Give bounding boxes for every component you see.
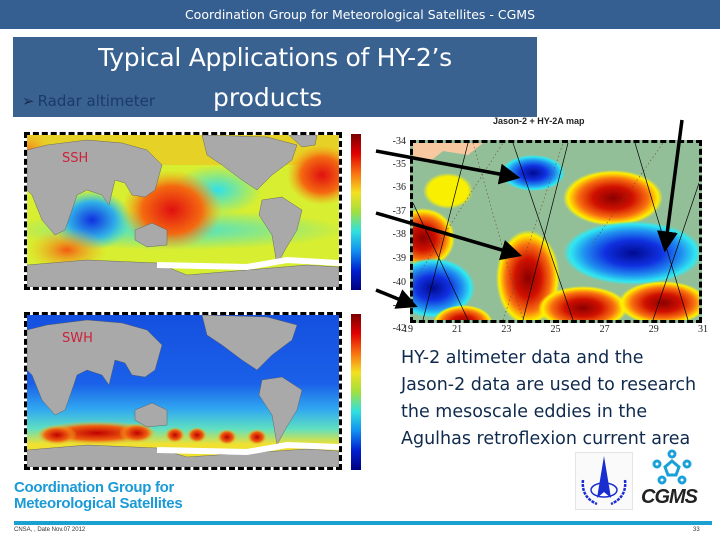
swh-label: SWH bbox=[62, 331, 93, 346]
ssh-field bbox=[27, 135, 339, 287]
y-tick: -35 bbox=[392, 159, 406, 170]
x-tick: 29 bbox=[648, 324, 659, 335]
arrowhead-bullet-icon: ➢ bbox=[22, 92, 35, 110]
x-tick: 19 bbox=[403, 324, 413, 335]
x-tick: 23 bbox=[501, 324, 512, 335]
ssh-map-frame bbox=[24, 132, 342, 290]
swh-map-graphic bbox=[27, 315, 339, 467]
top-banner: Coordination Group for Meteorological Sa… bbox=[0, 0, 720, 29]
slide-title-box: Typical Applications of HY-2’s products bbox=[13, 37, 537, 117]
x-tick: 25 bbox=[550, 324, 561, 335]
swh-world-map: SWH bbox=[14, 306, 364, 474]
cgms-star-logo-icon bbox=[652, 449, 692, 485]
x-tick: 31 bbox=[697, 324, 708, 335]
ssh-map-graphic bbox=[27, 135, 339, 287]
footer-date: CNSA, , Date Nov.07 2012 bbox=[14, 527, 86, 533]
eddy-field-graphic bbox=[413, 143, 699, 320]
ssh-colorbar bbox=[351, 134, 361, 290]
bullet-radar-altimeter: ➢ Radar altimeter bbox=[22, 92, 155, 110]
banner-title: Coordination Group for Meteorological Sa… bbox=[184, 7, 536, 22]
y-tick: -42 bbox=[392, 323, 406, 334]
bullet-text: Radar altimeter bbox=[37, 92, 156, 110]
footer-org-line2: Meteorological Satellites bbox=[14, 495, 183, 512]
ssh-label: SSH bbox=[62, 151, 89, 166]
swh-field bbox=[27, 315, 339, 467]
y-tick: -41 bbox=[392, 300, 406, 311]
y-tick: -34 bbox=[392, 136, 406, 147]
x-tick: 27 bbox=[599, 324, 610, 335]
page-number: 33 bbox=[693, 527, 700, 533]
cnsa-logo-icon bbox=[575, 452, 633, 510]
description-text: HY-2 altimeter data and the Jason-2 data… bbox=[401, 348, 697, 449]
swh-colorbar bbox=[351, 314, 361, 470]
cgms-logo-text: CGMS bbox=[641, 486, 698, 508]
regional-map-title: Jason-2 + HY-2A map bbox=[493, 116, 585, 126]
x-tick: 21 bbox=[452, 324, 463, 335]
regional-y-axis: -34 -35 -36 -37 -38 -39 -40 -41 -42 bbox=[378, 136, 408, 334]
ssh-world-map: SSH bbox=[14, 126, 364, 301]
regional-field bbox=[410, 140, 702, 323]
y-tick: -37 bbox=[392, 206, 406, 217]
y-tick: -36 bbox=[392, 182, 406, 193]
footer-org-name: Coordination Group for Meteorological Sa… bbox=[14, 479, 183, 512]
regional-x-axis: 19 21 23 25 27 29 31 bbox=[403, 324, 708, 335]
y-tick: -40 bbox=[392, 277, 406, 288]
slide-title-line2: products bbox=[213, 83, 323, 112]
footer-org-line1: Coordination Group for bbox=[14, 479, 175, 496]
slide-title-line1: Typical Applications of HY-2’s bbox=[98, 43, 452, 72]
regional-eddy-map: Jason-2 + HY-2A map -34 -35 -36 -37 -38 … bbox=[373, 110, 713, 335]
footer-divider bbox=[14, 521, 712, 525]
swh-map-frame bbox=[24, 312, 342, 470]
y-tick: -39 bbox=[392, 253, 406, 264]
y-tick: -38 bbox=[392, 229, 406, 240]
